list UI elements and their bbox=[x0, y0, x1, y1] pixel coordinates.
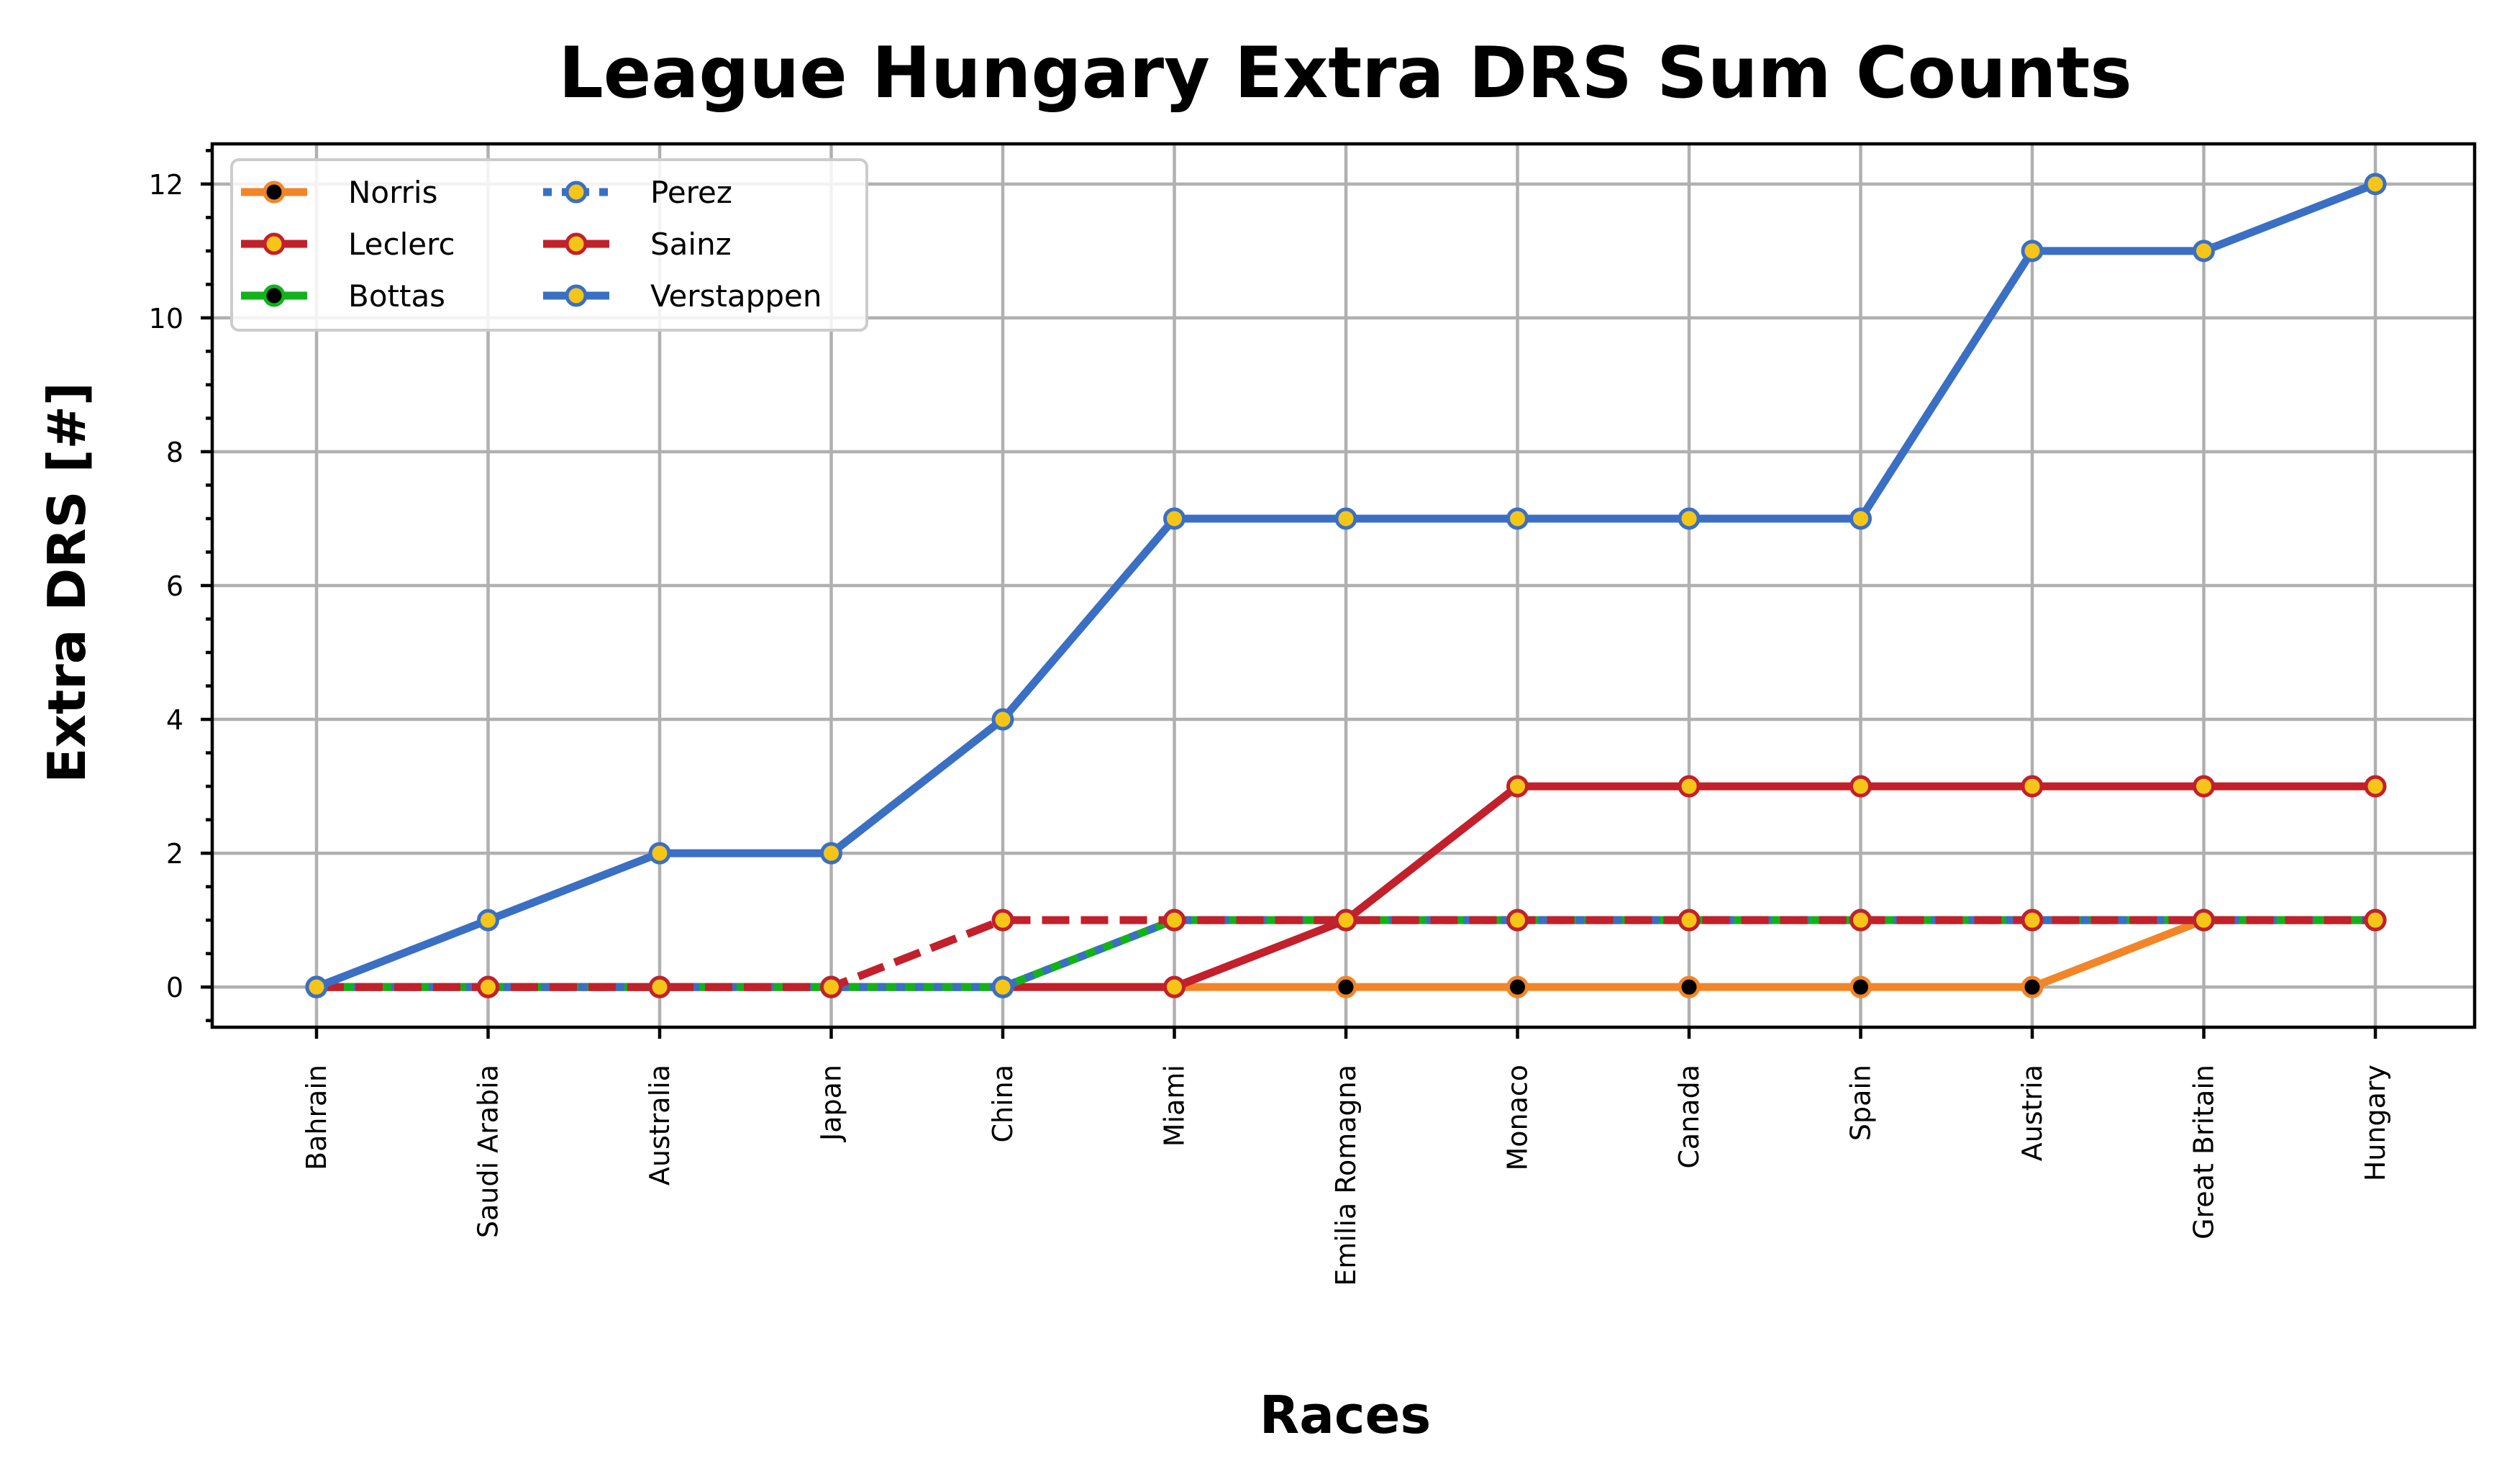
y-tick-label: 12 bbox=[149, 169, 183, 201]
data-point-verstappen bbox=[820, 842, 842, 865]
data-point-verstappen bbox=[1678, 507, 1701, 530]
data-point-sainz bbox=[2193, 909, 2215, 932]
data-point-leclerc bbox=[1678, 775, 1701, 798]
legend-marker-perez bbox=[565, 181, 588, 204]
y-axis-label: Extra DRS [#] bbox=[37, 382, 97, 783]
axis-ticks: 0 2 4 6 8 10 12 Bahrain Saudi Arabia Australia Jap… bbox=[149, 149, 2391, 1286]
data-point-verstappen bbox=[648, 842, 671, 865]
x-tick-label: Emilia Romagna bbox=[1330, 1065, 1362, 1286]
legend: Norris Leclerc Bottas Perez Sainz Verstappen bbox=[230, 158, 868, 332]
data-point-norris bbox=[1334, 975, 1357, 998]
data-point-sainz bbox=[1506, 909, 1529, 932]
legend-marker-leclerc bbox=[263, 232, 286, 255]
data-point-verstappen bbox=[2364, 173, 2387, 196]
data-point-verstappen bbox=[305, 975, 328, 998]
data-point-sainz bbox=[1163, 909, 1186, 932]
data-point-sainz bbox=[991, 909, 1014, 932]
x-axis-label: Races bbox=[1260, 1385, 1431, 1445]
legend-label-leclerc: Leclerc bbox=[348, 227, 455, 262]
data-point-verstappen bbox=[1163, 507, 1186, 530]
y-tick-label: 6 bbox=[166, 570, 183, 602]
y-tick-label: 0 bbox=[166, 972, 183, 1003]
legend-label-verstappen: Verstappen bbox=[650, 278, 822, 314]
data-point-norris bbox=[1678, 975, 1701, 998]
data-point-verstappen bbox=[1506, 507, 1529, 530]
x-tick-label: Austria bbox=[2016, 1065, 2048, 1161]
data-point-verstappen bbox=[2193, 240, 2215, 263]
legend-label-perez: Perez bbox=[650, 175, 732, 210]
data-point-sainz bbox=[477, 975, 499, 998]
data-point-leclerc bbox=[1506, 775, 1529, 798]
x-tick-label: Monaco bbox=[1502, 1065, 1534, 1171]
data-point-leclerc bbox=[1163, 975, 1186, 998]
legend-marker-norris bbox=[263, 181, 286, 204]
legend-marker-sainz bbox=[565, 232, 588, 255]
x-tick-label: China bbox=[987, 1065, 1019, 1143]
data-point-verstappen bbox=[1849, 507, 1872, 530]
data-point-sainz bbox=[648, 975, 671, 998]
data-point-leclerc bbox=[1849, 775, 1872, 798]
data-point-sainz bbox=[820, 975, 842, 998]
data-point-norris bbox=[1849, 975, 1872, 998]
legend-marker-verstappen bbox=[565, 284, 588, 307]
x-tick-label: Australia bbox=[644, 1065, 675, 1185]
data-point-perez bbox=[991, 975, 1014, 998]
x-tick-label: Bahrain bbox=[301, 1065, 332, 1170]
x-tick-label: Hungary bbox=[2360, 1065, 2391, 1181]
data-point-sainz bbox=[1678, 909, 1701, 932]
x-tick-label: Great Britain bbox=[2188, 1065, 2220, 1239]
data-point-verstappen bbox=[1334, 507, 1357, 530]
data-point-sainz bbox=[1849, 909, 1872, 932]
x-tick-label: Canada bbox=[1673, 1065, 1705, 1169]
data-point-sainz bbox=[1334, 909, 1357, 932]
data-point-leclerc bbox=[2193, 775, 2215, 798]
series-markers bbox=[305, 173, 2387, 998]
data-point-leclerc bbox=[2021, 775, 2044, 798]
data-point-verstappen bbox=[477, 909, 499, 932]
data-point-norris bbox=[1506, 975, 1529, 998]
x-tick-label: Miami bbox=[1159, 1065, 1191, 1147]
data-point-verstappen bbox=[991, 708, 1014, 731]
data-point-leclerc bbox=[2364, 775, 2387, 798]
data-point-verstappen bbox=[2021, 240, 2044, 263]
chart-title: League Hungary Extra DRS Sum Counts bbox=[558, 32, 2131, 114]
y-tick-label: 4 bbox=[166, 704, 183, 736]
data-point-sainz bbox=[2021, 909, 2044, 932]
legend-label-sainz: Sainz bbox=[650, 227, 732, 262]
x-tick-label: Japan bbox=[816, 1065, 847, 1142]
data-point-norris bbox=[2021, 975, 2044, 998]
data-point-sainz bbox=[2364, 909, 2387, 932]
legend-label-bottas: Bottas bbox=[348, 278, 445, 314]
x-tick-label: Saudi Arabia bbox=[473, 1065, 504, 1238]
x-tick-label: Spain bbox=[1845, 1065, 1877, 1141]
legend-label-norris: Norris bbox=[348, 175, 437, 210]
y-tick-label: 2 bbox=[166, 838, 183, 870]
legend-marker-bottas bbox=[263, 284, 286, 307]
y-tick-label: 8 bbox=[166, 437, 183, 468]
y-tick-label: 10 bbox=[149, 303, 183, 334]
